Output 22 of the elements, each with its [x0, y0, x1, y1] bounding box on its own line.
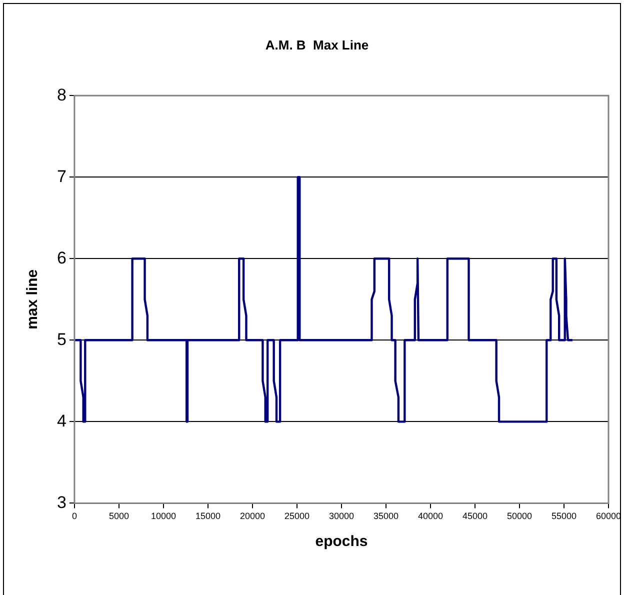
x-tick-label: 0	[72, 511, 77, 522]
y-tick-label: 3	[56, 492, 66, 512]
x-tick-label: 45000	[462, 511, 488, 522]
x-axis-title: epochs	[315, 533, 368, 550]
x-tick-label: 55000	[551, 511, 576, 522]
x-tick-label: 10000	[150, 511, 176, 522]
x-tick-label: 40000	[418, 511, 443, 522]
x-tick-label: 50000	[506, 511, 532, 522]
x-tick-label: 25000	[284, 511, 310, 522]
y-axis-title: max line	[24, 269, 42, 330]
x-tick-label: 30000	[328, 511, 354, 522]
y-tick-label: 7	[56, 166, 66, 186]
x-tick-label: 15000	[195, 511, 220, 522]
y-tick-label: 8	[56, 85, 66, 104]
x-tick-label: 35000	[373, 511, 398, 522]
x-tick-label: 60000	[596, 511, 621, 522]
x-tick-label: 5000	[108, 511, 129, 522]
chart-title: A.M. B Max Line	[265, 37, 369, 52]
x-tick-label: 20000	[240, 511, 265, 522]
y-tick-label: 4	[56, 411, 66, 430]
y-tick-label: 6	[56, 248, 66, 268]
y-tick-label: 5	[56, 330, 66, 349]
